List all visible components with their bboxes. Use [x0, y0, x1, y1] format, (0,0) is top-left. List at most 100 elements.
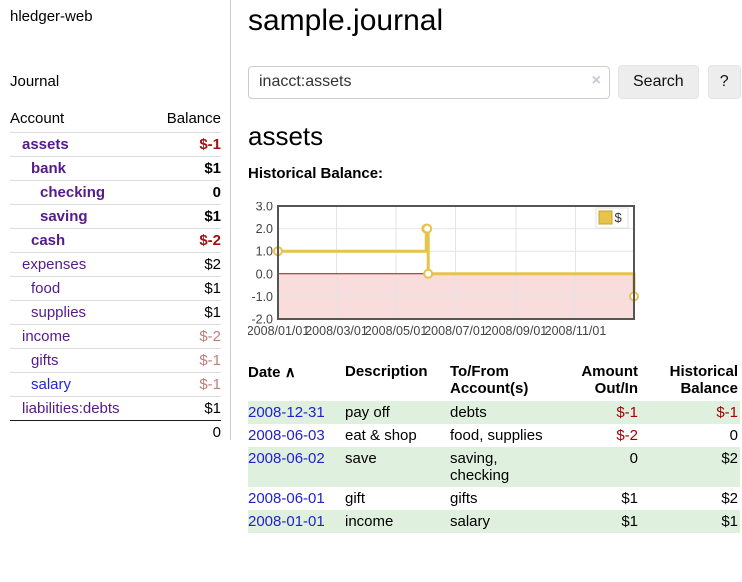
chart-legend-swatch	[598, 210, 613, 225]
balance-chart: $3.0 2.0 1.0 0.0 -1.0 -2.02008/01/012008/03/0…	[248, 202, 639, 338]
account-link[interactable]: expenses	[22, 256, 87, 273]
x-axis-tick-label: 2008/11/01	[545, 324, 607, 338]
account-table-body: assets $-1 bank $1 checking 0 saving $1 cash $-2 e…	[10, 132, 221, 444]
account-row: gifts $-1	[10, 348, 221, 373]
account-link[interactable]: liabilities:debts	[22, 400, 120, 417]
search-button[interactable]: Search	[618, 65, 699, 99]
y-axis-tick-label: 0.0	[256, 267, 273, 281]
account-total-balance: 0	[151, 420, 221, 444]
transaction-balance: $2	[721, 490, 738, 507]
account-balance: $1	[151, 204, 221, 229]
transaction-accounts: saving, checking	[450, 450, 510, 484]
account-balance: $2	[151, 252, 221, 277]
account-link[interactable]: gifts	[31, 352, 59, 369]
register-row: 2008-06-01 gift gifts $1 $2	[248, 487, 740, 510]
register-row: 2008-12-31 pay off debts $-1 $-1	[248, 401, 740, 424]
search-form: × Search ?	[248, 65, 742, 99]
account-link[interactable]: cash	[31, 232, 66, 249]
account-total-row: 0	[10, 420, 221, 444]
account-row: income $-2	[10, 324, 221, 349]
balance-column-header: Balance	[166, 110, 221, 127]
account-link[interactable]: checking	[40, 184, 106, 201]
register-header-accounts: To/From Account(s)	[450, 363, 529, 397]
register-table-body: 2008-12-31 pay off debts $-1 $-1 2008-06-03 ea…	[248, 401, 740, 533]
x-axis-tick-label: 2008/03/01	[305, 324, 368, 338]
account-balance: $1	[151, 300, 221, 325]
transaction-date-link[interactable]: 2008-06-03	[248, 427, 325, 444]
account-row: assets $-1	[10, 132, 221, 157]
transaction-amount: $1	[621, 490, 638, 507]
main-content: sample.journal × Search ? assets Histori…	[248, 0, 742, 533]
help-button[interactable]: ?	[707, 65, 741, 99]
transaction-description: income	[345, 513, 394, 530]
account-row: saving $1	[10, 204, 221, 229]
register-header-amount: Amount Out/In	[581, 363, 638, 397]
transaction-date-link[interactable]: 2008-06-01	[248, 490, 325, 507]
plot-border	[277, 205, 635, 320]
account-link[interactable]: saving	[40, 208, 88, 225]
transaction-date-link[interactable]: 2008-06-02	[248, 450, 325, 467]
transaction-accounts: debts	[450, 404, 487, 421]
register-header-balance: Historical Balance	[669, 363, 738, 397]
account-row: expenses $2	[10, 252, 221, 277]
transaction-date-link[interactable]: 2008-12-31	[248, 404, 325, 421]
account-link[interactable]: bank	[31, 160, 67, 177]
x-axis-tick-label: 2008/01/01	[248, 324, 309, 338]
transaction-description: save	[345, 450, 377, 467]
clear-search-icon[interactable]: ×	[591, 71, 601, 89]
account-link[interactable]: supplies	[31, 304, 87, 321]
account-balance: $1	[151, 396, 221, 421]
transaction-amount: $1	[621, 513, 638, 530]
account-link[interactable]: salary	[31, 376, 72, 393]
app-title-link[interactable]: hledger-web	[10, 8, 93, 25]
register-row: 2008-06-02 save saving, checking 0 $2	[248, 447, 740, 487]
x-axis-tick-label: 2008/05/01	[365, 324, 428, 338]
search-input[interactable]	[248, 65, 610, 99]
account-balance: $-1	[151, 372, 221, 397]
y-axis-tick-label: 2.0	[256, 222, 273, 236]
register-header-date[interactable]: Date ∧	[248, 364, 296, 381]
x-axis-tick-label: 2008/07/01	[424, 324, 487, 338]
data-point-marker	[422, 223, 433, 234]
transaction-amount: 0	[629, 450, 638, 467]
transaction-balance: 0	[729, 427, 738, 444]
account-link[interactable]: assets	[22, 136, 69, 153]
account-row: supplies $1	[10, 300, 221, 325]
y-axis-tick-label: 3.0	[256, 202, 273, 214]
accounts-column-header: Account	[10, 110, 65, 127]
transaction-balance: $2	[721, 450, 738, 467]
account-balance: $-2	[151, 228, 221, 253]
account-link[interactable]: income	[22, 328, 71, 345]
sidebar: hledger-web Journal Account Balance asse…	[0, 0, 231, 444]
sidebar-item-journal[interactable]: Journal	[10, 73, 60, 90]
account-row: cash $-2	[10, 228, 221, 253]
register-row: 2008-06-03 eat & shop food, supplies $-2 0	[248, 424, 740, 447]
sort-ascending-icon: ∧	[284, 364, 296, 381]
register-row: 2008-01-01 income salary $1 $1	[248, 510, 740, 533]
transaction-description: gift	[345, 490, 366, 507]
transaction-amount: $-2	[616, 427, 638, 444]
y-axis-tick-label: -2.0	[251, 313, 273, 327]
account-row: liabilities:debts $1	[10, 396, 221, 421]
transaction-balance: $1	[721, 513, 738, 530]
transaction-date-link[interactable]: 2008-01-01	[248, 513, 325, 530]
account-balance: $-1	[151, 132, 221, 157]
chart-legend-label: $	[615, 210, 623, 225]
register-table: Date ∧ Description To/From Account(s) Am…	[248, 361, 740, 533]
page-title: sample.journal	[248, 4, 444, 37]
transaction-amount: $-1	[616, 404, 638, 421]
account-row: bank $1	[10, 156, 221, 181]
account-row: food $1	[10, 276, 221, 301]
transaction-accounts: gifts	[450, 490, 478, 507]
account-balance: $1	[151, 156, 221, 181]
account-balance-table: Account Balance assets $-1 bank $1 checking 0…	[10, 106, 221, 444]
transaction-accounts: food, supplies	[450, 427, 543, 444]
y-axis-tick-label: 1.0	[256, 245, 273, 259]
transaction-accounts: salary	[450, 513, 491, 530]
account-balance: $-2	[151, 324, 221, 349]
account-link[interactable]: food	[31, 280, 61, 297]
account-balance: $-1	[151, 348, 221, 373]
data-point-marker	[423, 268, 434, 279]
y-axis-tick-label: -1.0	[251, 290, 273, 304]
x-axis-tick-label: 2008/09/01	[485, 324, 548, 338]
